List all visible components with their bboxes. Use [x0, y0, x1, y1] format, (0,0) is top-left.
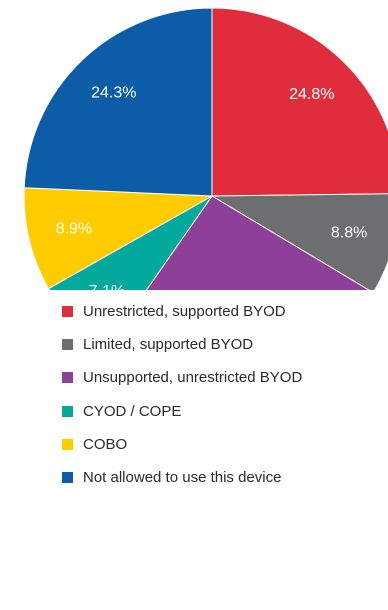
- slice-value-label: 8.9%: [56, 220, 92, 237]
- legend-label: Unsupported, unrestricted BYOD: [83, 369, 303, 387]
- pie-slice-cobo: [23, 187, 214, 290]
- legend-label: CYOD / COPE: [83, 402, 182, 420]
- slice-value-label: 24.3%: [91, 85, 136, 102]
- pie-chart: 24.8%8.8%26.1%7.1%8.9%24.3%: [23, 7, 388, 290]
- pie-slice-not-allowed-to-use-this-device: [23, 7, 213, 197]
- chart-legend: Unrestricted, supported BYOD Limited, sup…: [62, 303, 302, 502]
- legend-swatch: [62, 405, 73, 417]
- legend-swatch: [62, 471, 73, 483]
- legend-label: Not allowed to use this device: [83, 468, 282, 486]
- slice-value-label: 24.8%: [289, 86, 334, 103]
- pie-slice-unsupported-unrestricted-byod: [145, 195, 370, 290]
- legend-label: Limited, supported BYOD: [83, 336, 254, 354]
- pie-slices: [23, 7, 388, 290]
- legend-swatch: [62, 438, 73, 450]
- legend-swatch: [62, 372, 73, 384]
- slice-value-label: 8.8%: [331, 224, 367, 241]
- legend-swatch: [62, 339, 73, 351]
- legend-item-limited-supported-byod: Limited, supported BYOD: [62, 336, 302, 353]
- pie-slice-labels: 24.8%8.8%26.1%7.1%8.9%24.3%: [56, 85, 368, 290]
- legend-item-not-allowed-to-use-this-device: Not allowed to use this device: [62, 469, 302, 486]
- pie-slice-limited-supported-byod: [210, 193, 388, 290]
- slice-value-label: 7.1%: [89, 283, 125, 290]
- legend-label: COBO: [83, 435, 128, 453]
- legend-item-cobo: COBO: [62, 436, 302, 453]
- legend-item-cyod-cope: CYOD / COPE: [62, 403, 302, 420]
- legend-item-unrestricted-supported-byod: Unrestricted, supported BYOD: [62, 303, 302, 320]
- legend-swatch: [62, 306, 73, 317]
- pie-slice-unrestricted-supported-byod: [211, 7, 388, 197]
- legend-item-unsupported-unrestricted-byod: Unsupported, unrestricted BYOD: [62, 369, 302, 386]
- legend-label: Unrestricted, supported BYOD: [83, 303, 286, 320]
